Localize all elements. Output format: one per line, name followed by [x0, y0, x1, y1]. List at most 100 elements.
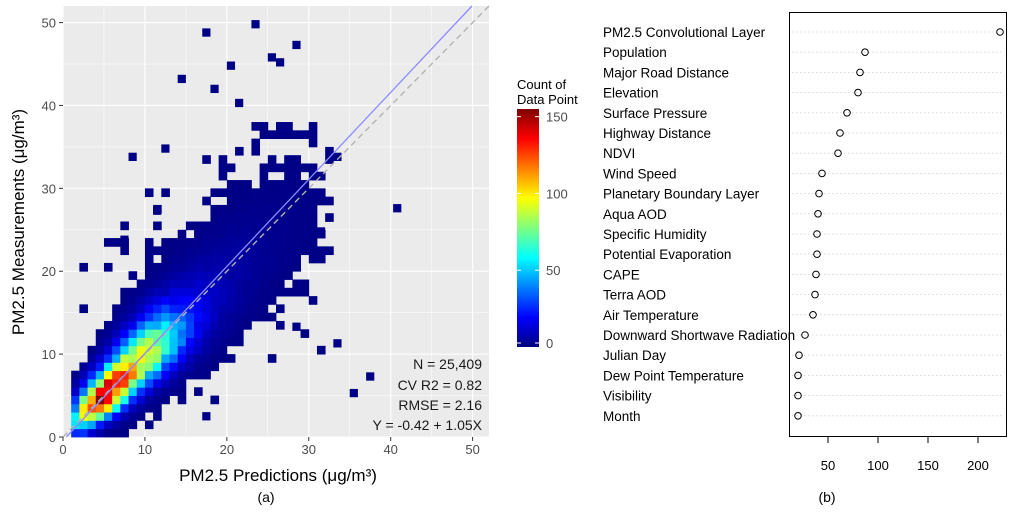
heatmap-cell: [136, 304, 146, 314]
heatmap-cell: [276, 254, 285, 264]
heatmap-cell: [153, 279, 162, 289]
heatmap-cell: [136, 387, 146, 396]
heatmap-cell: [79, 395, 88, 405]
heatmap-cell: [194, 354, 203, 363]
y-tick-label: 10: [42, 347, 56, 362]
heatmap-cell: [300, 246, 310, 256]
heatmap-cell: [120, 387, 129, 396]
heatmap-cell: [194, 246, 203, 256]
importance-dot: [813, 250, 821, 258]
heatmap-cell: [169, 262, 179, 272]
heatmap-cell: [161, 262, 170, 272]
x-tick-label: 100: [867, 458, 889, 473]
importance-dot: [794, 412, 802, 420]
heatmap-cell: [243, 229, 252, 239]
outlier-cell: [161, 144, 170, 153]
heatmap-cell: [259, 262, 269, 272]
heatmap-cell: [177, 246, 187, 256]
heatmap-cell: [79, 403, 88, 413]
y-tick-label: 0: [49, 430, 56, 445]
heatmap-cell: [325, 146, 334, 156]
heatmap-cell: [169, 271, 179, 280]
heatmap-cell: [161, 362, 170, 372]
heatmap-cell: [316, 171, 326, 181]
heatmap-cell: [308, 163, 318, 173]
heatmap-cell: [251, 204, 261, 214]
y-tick-label: 20: [42, 264, 56, 279]
variable-label: Elevation: [603, 86, 659, 101]
heatmap-cell: [169, 279, 179, 289]
heatmap-cell: [194, 287, 203, 297]
heatmap-cell: [308, 204, 318, 214]
heatmap-cell: [202, 221, 211, 231]
heatmap-cell: [161, 354, 170, 363]
heatmap-cell: [308, 188, 318, 198]
heatmap-cell: [316, 246, 326, 256]
stat-regression: Y = -0.42 + 1.05X: [373, 417, 483, 433]
heatmap-cell: [251, 287, 261, 297]
heatmap-cell: [185, 279, 195, 289]
heatmap-cell: [251, 229, 261, 239]
heatmap-cell: [300, 130, 310, 140]
heatmap-cell: [153, 271, 162, 280]
x-tick-label: 50: [465, 442, 479, 457]
outlier-cell: [292, 40, 301, 50]
heatmap-cell: [235, 146, 244, 156]
importance-dot: [856, 68, 864, 77]
importance-dot: [814, 210, 822, 218]
heatmap-cell: [120, 221, 129, 231]
x-tick-label: 10: [138, 442, 152, 457]
heatmap-cell: [169, 387, 179, 396]
heatmap-cell: [87, 370, 97, 380]
heatmap-cell: [95, 420, 105, 430]
heatmap-cell: [300, 204, 310, 214]
heatmap-cell: [169, 254, 179, 264]
heatmap-cell: [325, 196, 334, 206]
heatmap-cell: [153, 304, 162, 314]
heatmap-cell: [292, 287, 301, 297]
variable-label: Population: [603, 45, 667, 60]
variable-label: Aqua AOD: [603, 207, 667, 222]
outlier-cell: [128, 152, 137, 161]
legend-tick-label: 0: [546, 336, 553, 351]
heatmap-cell: [71, 428, 80, 438]
heatmap-cell: [144, 304, 154, 314]
heatmap-cell: [226, 279, 236, 289]
heatmap-cell: [300, 229, 310, 239]
heatmap-cell: [169, 345, 179, 355]
heatmap-cell: [103, 370, 113, 380]
heatmap-cell: [218, 287, 228, 297]
outlier-cell: [120, 235, 129, 244]
heatmap-cell: [128, 395, 138, 405]
heatmap-cell: [218, 296, 228, 305]
stat-cv-r2: CV R2 = 0.82: [398, 377, 483, 393]
heatmap-cell: [153, 370, 162, 380]
heatmap-cell: [226, 312, 236, 322]
heatmap-cell: [308, 296, 318, 305]
heatmap-cell: [95, 412, 105, 421]
heatmap-cell: [251, 262, 261, 272]
heatmap-cell: [202, 196, 211, 206]
heatmap-cell: [267, 271, 277, 280]
heatmap-cell: [276, 221, 285, 231]
outlier-cell: [210, 84, 219, 94]
heatmap-cell: [153, 378, 162, 388]
heatmap-cell: [128, 387, 138, 396]
heatmap-cell: [185, 362, 195, 372]
heatmap-cell: [128, 296, 138, 305]
heatmap-cell: [136, 312, 146, 322]
heatmap-cell: [308, 221, 318, 231]
heatmap-cell: [128, 420, 138, 430]
heatmap-cell: [136, 337, 146, 347]
heatmap-cell: [218, 221, 228, 231]
heatmap-cell: [226, 204, 236, 214]
variable-label: Terra AOD: [603, 288, 666, 303]
heatmap-cell: [218, 171, 228, 181]
heatmap-cell: [259, 171, 269, 181]
heatmap-cell: [112, 312, 121, 322]
heatmap-cell: [210, 320, 220, 330]
variable-label: Surface Pressure: [603, 106, 707, 121]
heatmap-cell: [267, 354, 277, 363]
heatmap-cell: [251, 221, 261, 231]
heatmap-cell: [276, 196, 285, 206]
